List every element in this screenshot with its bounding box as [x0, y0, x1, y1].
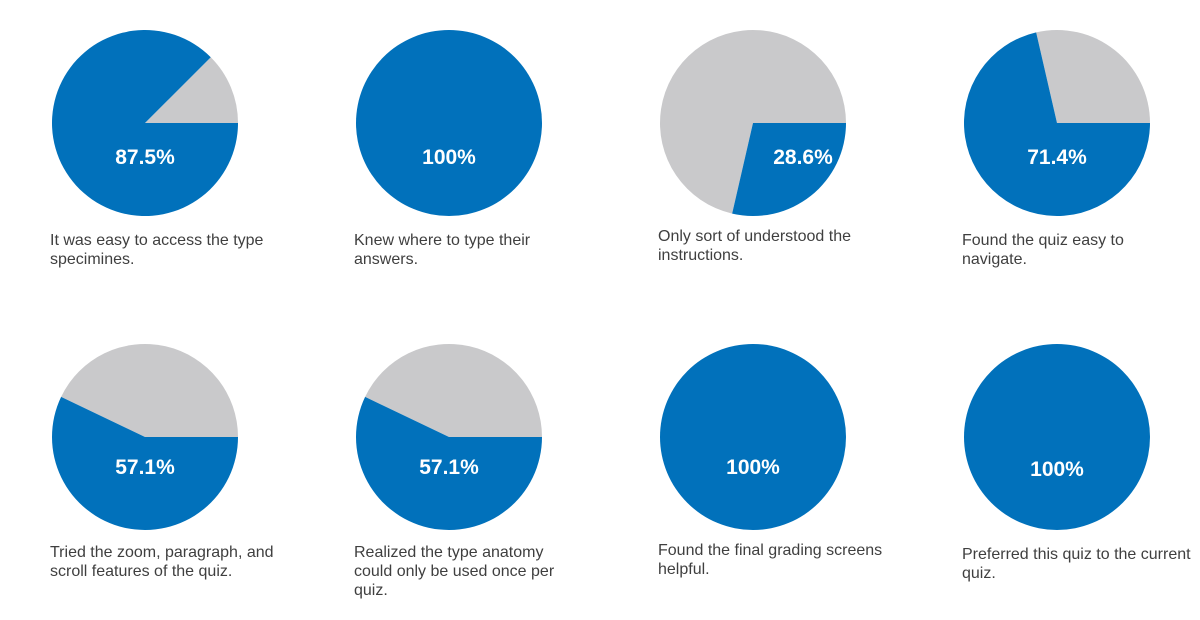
pie-3-percent-label: 28.6%: [773, 146, 833, 169]
pie-7-svg: [660, 344, 846, 530]
pie-chart-8: 100% Preferred this quiz to the current …: [962, 342, 1200, 582]
pie-1-caption: It was easy to access the type specimine…: [50, 232, 264, 268]
pie-2-caption: Knew where to type their answers.: [354, 232, 531, 268]
pie-3-svg: [660, 29, 846, 216]
pie-chart-6: 57.1% Realized the type anatomy could on…: [354, 342, 644, 599]
pie-3-caption: Only sort of understood the instructions…: [658, 228, 851, 264]
pie-slice-yes: [660, 344, 846, 530]
pie-chart-4: 71.4% Found the quiz easy to navigate.: [962, 28, 1200, 268]
pie-slice-no: [61, 344, 239, 437]
pie-1-svg: [51, 29, 238, 217]
pie-4-percent-label: 71.4%: [1027, 146, 1087, 169]
pie-chart-3: 28.6% Only sort of understood the instru…: [658, 28, 948, 264]
pie-slice-no: [365, 344, 542, 437]
pie-slice-yes: [356, 30, 542, 216]
pie-chart-5: 57.1% Tried the zoom, paragraph, and scr…: [50, 342, 340, 580]
pie-1-percent-label: 87.5%: [115, 146, 175, 169]
pie-slice-yes: [964, 344, 1150, 530]
pie-6-caption: Realized the type anatomy could only be …: [354, 544, 555, 599]
pie-slice-yes: [51, 29, 238, 217]
pie-4-caption: Found the quiz easy to navigate.: [962, 232, 1124, 268]
pie-6-percent-label: 57.1%: [419, 456, 479, 479]
pie-2-percent-label: 100%: [422, 146, 476, 169]
pie-slice-yes: [356, 396, 542, 530]
pie-5-svg: [52, 344, 239, 530]
pie-slice-yes: [732, 123, 846, 216]
pie-chart-1: 87.5% It was easy to access the type spe…: [50, 28, 340, 268]
pie-chart-2: 100% Knew where to type their answers.: [354, 28, 644, 268]
pie-slice-yes: [964, 32, 1150, 216]
pie-5-caption: Tried the zoom, paragraph, and scroll fe…: [50, 544, 274, 580]
pie-4-svg: [964, 30, 1150, 216]
pie-slice-no: [1036, 30, 1150, 124]
pie-slice-no: [145, 57, 238, 123]
pie-slice-yes: [52, 396, 239, 530]
pie-7-percent-label: 100%: [726, 456, 780, 479]
pie-8-svg: [964, 344, 1150, 530]
pie-6-svg: [356, 344, 542, 530]
pie-slice-no: [660, 29, 846, 214]
pie-5-percent-label: 57.1%: [115, 456, 175, 479]
pie-2-svg: [356, 30, 542, 216]
pie-8-percent-label: 100%: [1030, 458, 1084, 481]
pie-chart-7: 100% Found the final grading screens hel…: [658, 342, 948, 578]
pie-7-caption: Found the final grading screens helpful.: [658, 542, 883, 578]
pie-8-caption: Preferred this quiz to the current quiz.: [962, 546, 1191, 582]
